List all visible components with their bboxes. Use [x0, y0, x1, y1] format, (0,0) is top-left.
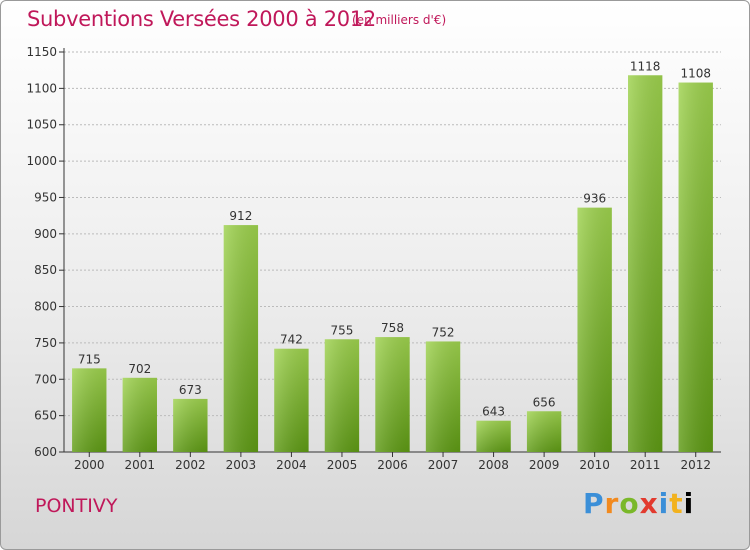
y-tick-label: 750	[34, 336, 57, 350]
proxiti-logo: Proxiti	[583, 487, 695, 520]
bar-shade	[375, 337, 410, 452]
data-label: 755	[331, 323, 354, 337]
y-tick-label: 600	[34, 445, 57, 459]
x-tick-label: 2012	[680, 458, 711, 472]
x-tick-label: 2000	[74, 458, 105, 472]
data-label: 752	[432, 325, 455, 339]
x-tick-label: 2001	[125, 458, 156, 472]
bar-shade	[678, 82, 713, 452]
x-tick-label: 2005	[327, 458, 358, 472]
y-tick-label: 700	[34, 372, 57, 386]
data-label: 758	[381, 321, 404, 335]
y-tick-label: 800	[34, 300, 57, 314]
data-label: 715	[78, 352, 101, 366]
y-tick-label: 1000	[26, 154, 57, 168]
bar-shade	[526, 411, 562, 452]
x-tick-label: 2007	[428, 458, 459, 472]
x-tick-label: 2003	[226, 458, 257, 472]
y-tick-label: 650	[34, 409, 57, 423]
y-tick-label: 900	[34, 227, 57, 241]
data-label: 673	[179, 383, 202, 397]
x-tick-label: 2004	[276, 458, 307, 472]
data-label: 702	[128, 362, 151, 376]
bar-shade	[72, 368, 107, 452]
data-label: 1108	[680, 67, 711, 81]
bar-shade	[577, 207, 612, 452]
bar-shade	[122, 377, 157, 452]
x-tick-label: 2011	[630, 458, 661, 472]
y-tick-label: 850	[34, 263, 57, 277]
bar-shade	[223, 225, 259, 452]
x-tick-label: 2006	[377, 458, 408, 472]
y-tick-label: 1050	[26, 118, 57, 132]
chart-subtitle: (en milliers d'€)	[352, 13, 447, 27]
data-label: 742	[280, 333, 303, 347]
data-label: 656	[533, 395, 556, 409]
x-tick-label: 2002	[175, 458, 206, 472]
data-label: 643	[482, 405, 505, 419]
bar-shade	[324, 339, 360, 452]
bar-shade	[274, 348, 309, 452]
data-label: 912	[229, 209, 252, 223]
bar-shade	[628, 75, 663, 452]
y-tick-label: 1100	[26, 81, 57, 95]
x-tick-label: 2008	[478, 458, 509, 472]
bar-shade	[173, 398, 208, 452]
chart-title: Subventions Versées 2000 à 2012	[27, 7, 376, 31]
data-label: 936	[583, 192, 606, 206]
x-tick-label: 2010	[579, 458, 610, 472]
location-label: PONTIVY	[35, 495, 118, 517]
bar-shade	[476, 420, 511, 452]
y-tick-label: 950	[34, 190, 57, 204]
x-tick-label: 2009	[529, 458, 560, 472]
bar-shade	[425, 341, 461, 452]
data-label: 1118	[630, 59, 661, 73]
y-tick-label: 1150	[26, 45, 57, 59]
